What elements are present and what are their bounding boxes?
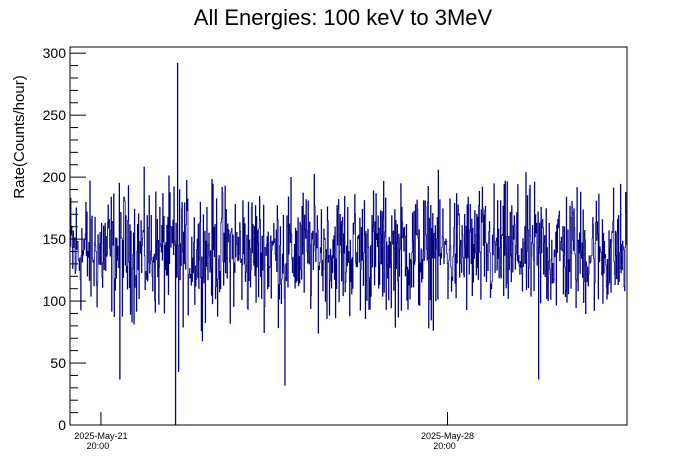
y-tick-label: 50 — [50, 355, 66, 371]
axes-group: 0501001502002503002025-May-2120:002025-M… — [43, 45, 628, 451]
y-tick-label: 100 — [43, 293, 67, 309]
y-tick-label: 200 — [43, 169, 67, 185]
plot-frame — [69, 46, 628, 426]
x-tick-label-date: 2025-May-28 — [421, 431, 474, 441]
x-tick-label-time: 20:00 — [433, 441, 456, 451]
x-tick-label-time: 20:00 — [87, 441, 110, 451]
y-tick-label: 0 — [58, 417, 66, 433]
y-tick-label: 150 — [43, 231, 67, 247]
y-tick-label: 250 — [43, 107, 67, 123]
plot-data-group — [70, 62, 627, 426]
data-series-line — [70, 62, 627, 426]
y-axis-label: Rate(Counts/hour) — [11, 75, 28, 198]
x-tick-label-date: 2025-May-21 — [74, 431, 127, 441]
y-tick-label: 300 — [43, 45, 67, 61]
chart-title: All Energies: 100 keV to 3MeV — [194, 5, 493, 30]
